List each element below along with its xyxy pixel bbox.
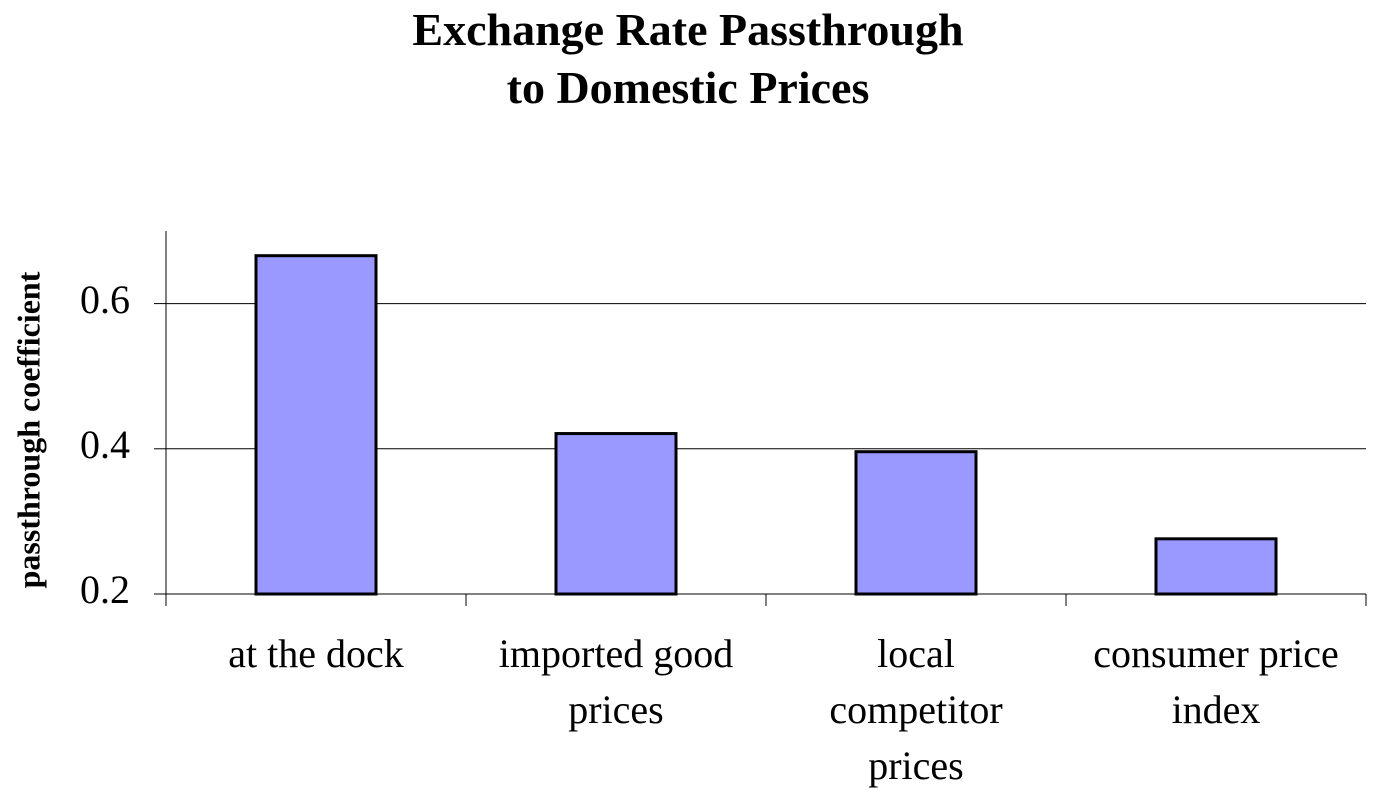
- y-tick-label: 0.4: [80, 422, 130, 467]
- bar: [1154, 537, 1278, 596]
- bar: [254, 254, 378, 596]
- bar: [554, 432, 678, 596]
- chart-title: Exchange Rate Passthrough to Domestic Pri…: [412, 4, 963, 113]
- y-tick-label: 0.6: [80, 277, 130, 322]
- y-tick-label: 0.2: [80, 567, 130, 612]
- bar: [854, 450, 978, 596]
- x-tick-label: consumer price index: [1093, 631, 1338, 732]
- x-tick-label: imported good prices: [499, 631, 733, 732]
- x-tick-label: at the dock: [228, 631, 404, 676]
- y-axis-label: passthrough coefficient: [10, 271, 46, 588]
- x-tick-label: local competitor prices: [829, 631, 1002, 788]
